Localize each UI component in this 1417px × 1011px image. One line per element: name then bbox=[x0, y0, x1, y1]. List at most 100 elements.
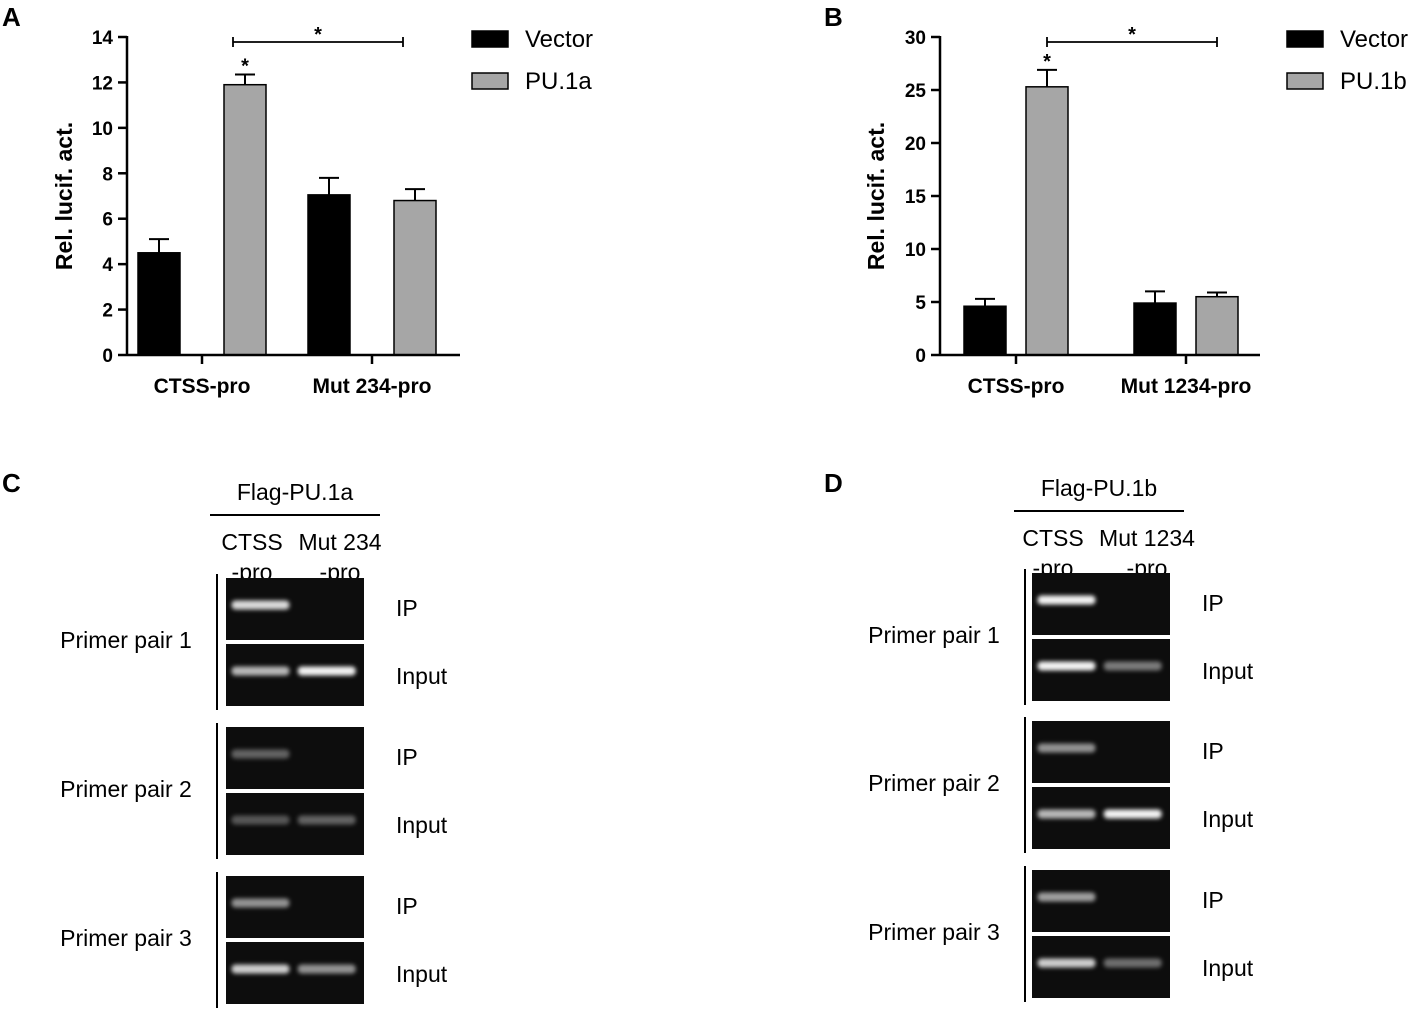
ip-label: IP bbox=[396, 893, 418, 919]
gel-band bbox=[1037, 595, 1096, 605]
legend-swatch-b-0 bbox=[1286, 30, 1324, 48]
y-tick-label: 4 bbox=[102, 255, 113, 276]
primer-group-d-3: Primer pair 3 IP Input bbox=[868, 866, 1254, 1002]
bar-star-b: * bbox=[1043, 51, 1051, 73]
gel-band bbox=[297, 815, 356, 825]
y-tick-label: 25 bbox=[905, 81, 927, 102]
input-label: Input bbox=[1202, 658, 1254, 684]
category-label-a-0: CTSS-pro bbox=[154, 375, 251, 398]
category-label-b-0: CTSS-pro bbox=[968, 375, 1065, 398]
primer-group-c-1: Primer pair 1 IP Input bbox=[60, 574, 448, 710]
gel-band bbox=[1103, 809, 1162, 819]
primer-group-c-3: Primer pair 3 IP Input bbox=[60, 872, 448, 1008]
bars-b bbox=[963, 68, 1239, 356]
input-label: Input bbox=[1202, 806, 1254, 832]
panel-label-a: A bbox=[2, 2, 21, 32]
y-tick-label: 10 bbox=[92, 119, 113, 140]
y-axis-ticks-a: 0 2 4 6 8 10 12 14 bbox=[92, 28, 374, 367]
bar bbox=[137, 252, 181, 356]
lane1-label-d: CTSS bbox=[1022, 525, 1083, 551]
gel-band bbox=[1037, 958, 1096, 968]
bar-chart-a: 0 2 4 6 8 10 12 14 Rel. lucif. act. CTSS-pro Mu… bbox=[51, 24, 593, 398]
bars-a bbox=[137, 73, 437, 356]
ip-label: IP bbox=[1202, 738, 1224, 764]
ip-label: IP bbox=[396, 744, 418, 770]
bar bbox=[223, 83, 267, 356]
ip-label: IP bbox=[1202, 590, 1224, 616]
primer-group-d-1: Primer pair 1 IP Input bbox=[868, 569, 1254, 705]
legend-label-b-1: PU.1b bbox=[1340, 68, 1407, 95]
significance-bracket-b: * bbox=[1046, 24, 1218, 47]
y-axis-ticks-b: 0 5 10 15 20 25 30 bbox=[905, 28, 1188, 367]
panel-label-b: B bbox=[824, 2, 843, 32]
gel-band bbox=[231, 964, 290, 974]
y-tick-label: 10 bbox=[905, 240, 926, 261]
gel-band bbox=[297, 666, 356, 676]
y-tick-label: 6 bbox=[102, 210, 113, 231]
bracket-star-a: * bbox=[314, 24, 322, 46]
bar bbox=[1025, 86, 1069, 356]
y-tick-label: 15 bbox=[905, 187, 927, 208]
gel-band bbox=[231, 898, 290, 908]
y-tick-label: 2 bbox=[102, 301, 113, 322]
lane2-label-c: Mut 234 bbox=[298, 529, 381, 555]
gel-band bbox=[231, 815, 290, 825]
legend-swatch-a-0 bbox=[471, 30, 509, 48]
input-label: Input bbox=[396, 812, 448, 838]
legend-label-a-0: Vector bbox=[525, 26, 593, 53]
gel-band bbox=[1037, 743, 1096, 753]
legend-label-a-1: PU.1a bbox=[525, 68, 592, 95]
legend-label-b-0: Vector bbox=[1340, 26, 1408, 53]
chip-gel-c: Flag-PU.1a CTSS -pro Mut 234 -pro Primer… bbox=[60, 479, 448, 1008]
y-tick-label: 12 bbox=[92, 73, 113, 94]
y-tick-label: 20 bbox=[905, 134, 926, 155]
bar-star-a: * bbox=[241, 55, 249, 77]
gel-band bbox=[1037, 892, 1096, 902]
gel-band bbox=[1103, 661, 1162, 671]
bar bbox=[393, 199, 437, 356]
primer-group-c-2: Primer pair 2 IP Input bbox=[60, 723, 448, 859]
bracket-star-b: * bbox=[1128, 24, 1136, 46]
input-label: Input bbox=[396, 961, 448, 987]
panel-label-c: C bbox=[2, 468, 21, 498]
primer-pair-label: Primer pair 3 bbox=[60, 925, 192, 951]
gel-bands bbox=[1037, 743, 1162, 819]
gel-bands bbox=[231, 749, 356, 825]
lane1-label-c: CTSS bbox=[221, 529, 282, 555]
gel-band bbox=[231, 666, 290, 676]
y-tick-label: 30 bbox=[905, 28, 926, 49]
chip-gel-d: Flag-PU.1b CTSS -pro Mut 1234 -pro Prime… bbox=[868, 475, 1254, 1002]
gel-band bbox=[231, 600, 290, 610]
construct-label-d: Flag-PU.1b bbox=[1041, 475, 1157, 501]
gel-bands bbox=[1037, 595, 1162, 671]
primer-pair-label: Primer pair 2 bbox=[60, 776, 192, 802]
bar bbox=[1195, 295, 1239, 356]
primer-pair-label: Primer pair 3 bbox=[868, 919, 1000, 945]
bar bbox=[963, 305, 1007, 356]
y-tick-label: 0 bbox=[915, 346, 926, 367]
primer-pair-label: Primer pair 1 bbox=[60, 627, 192, 653]
bar bbox=[307, 194, 351, 356]
gel-band bbox=[231, 749, 290, 759]
legend-b: Vector PU.1b bbox=[1286, 26, 1408, 95]
bar bbox=[1133, 302, 1177, 356]
bar-chart-b: 0 5 10 15 20 25 30 Rel. lucif. act. CTSS-pro M… bbox=[863, 24, 1408, 398]
legend-a: Vector PU.1a bbox=[471, 26, 593, 95]
gel-bands bbox=[231, 600, 356, 676]
primer-pair-label: Primer pair 2 bbox=[868, 770, 1000, 796]
y-tick-label: 8 bbox=[102, 164, 113, 185]
y-tick-label: 0 bbox=[102, 346, 113, 367]
y-tick-label: 5 bbox=[915, 293, 926, 314]
category-label-b-1: Mut 1234-pro bbox=[1121, 375, 1252, 398]
ip-label: IP bbox=[396, 595, 418, 621]
significance-bracket-a: * bbox=[232, 24, 404, 47]
ip-label: IP bbox=[1202, 887, 1224, 913]
gel-band bbox=[1103, 958, 1162, 968]
gel-band bbox=[1037, 809, 1096, 819]
input-label: Input bbox=[1202, 955, 1254, 981]
y-axis-label-a: Rel. lucif. act. bbox=[51, 122, 77, 270]
input-label: Input bbox=[396, 663, 448, 689]
primer-pair-label: Primer pair 1 bbox=[868, 622, 1000, 648]
lane2-label-d: Mut 1234 bbox=[1099, 525, 1195, 551]
